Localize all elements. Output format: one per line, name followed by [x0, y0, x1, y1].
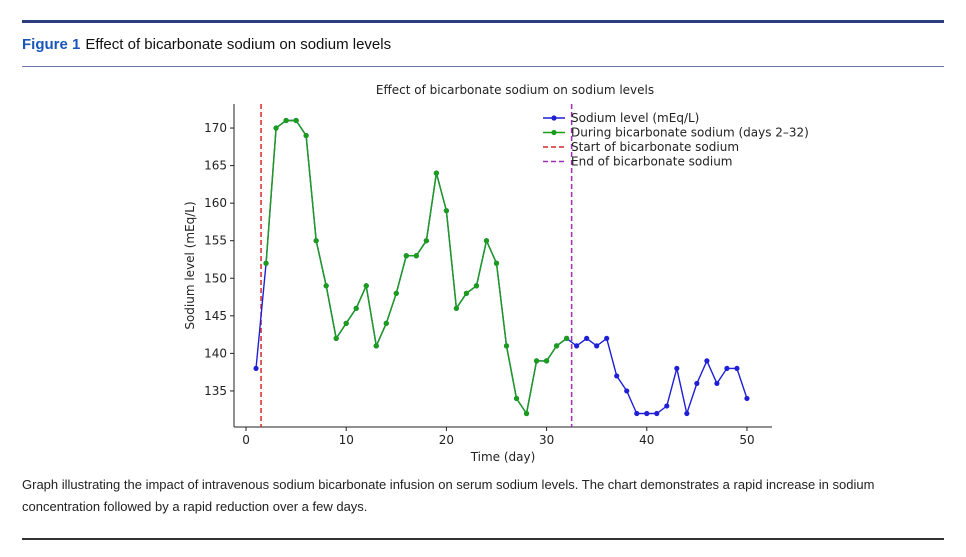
- figure-label: Figure 1: [22, 36, 81, 53]
- series-2-point: [273, 125, 279, 131]
- legend-label-series-2: During bicarbonate sodium (days 2–32): [571, 126, 809, 140]
- series-1-point: [684, 410, 690, 417]
- series-2-point: [503, 343, 510, 349]
- heading-rule: [22, 66, 944, 67]
- series-1-point: [744, 395, 750, 402]
- series-2-point: [333, 335, 339, 341]
- figure-title: Effect of bicarbonate sodium on sodium l…: [85, 36, 392, 53]
- series-2-point: [423, 238, 429, 244]
- series-1-point: [594, 343, 600, 349]
- top-rule: [22, 20, 944, 23]
- series-2-point: [343, 320, 349, 326]
- legend-marker-series-2: [551, 129, 557, 136]
- y-tick-label: 160: [204, 196, 227, 210]
- series-1-point: [724, 365, 730, 372]
- series-1-point: [704, 358, 710, 364]
- series-2-point: [313, 238, 319, 244]
- series-2-point: [463, 290, 470, 296]
- series-2-point: [473, 283, 480, 289]
- y-tick-label: 165: [204, 159, 227, 173]
- y-tick-label: 140: [204, 346, 227, 360]
- y-tick-label: 145: [204, 309, 227, 323]
- series-1-point: [694, 380, 700, 387]
- series-2-point: [443, 208, 449, 214]
- series-2-point: [433, 170, 439, 176]
- y-tick-label: 135: [204, 384, 227, 398]
- series-2-point: [383, 320, 389, 326]
- x-tick-label: 0: [242, 433, 250, 447]
- series-2-point: [283, 117, 289, 124]
- bottom-rule: [22, 538, 944, 540]
- series-2-point: [363, 283, 369, 289]
- series-2-point: [453, 305, 460, 311]
- series-2-point: [373, 343, 379, 349]
- series-1-point: [634, 410, 640, 417]
- x-tick-label: 30: [539, 433, 554, 447]
- y-axis-label: Sodium level (mEq/L): [183, 201, 197, 329]
- series-1-point: [614, 373, 620, 379]
- series-2-point: [323, 283, 329, 289]
- y-tick-label: 155: [204, 234, 227, 248]
- series-2-point: [403, 253, 409, 259]
- series-1-point: [584, 335, 590, 341]
- series-2-point: [263, 260, 269, 266]
- chart: Effect of bicarbonate sodium on sodium l…: [183, 83, 809, 464]
- series-2-point: [553, 343, 560, 349]
- series-2-point: [533, 358, 540, 364]
- series-1-point: [574, 343, 580, 349]
- series-1-point: [644, 410, 650, 417]
- x-tick-label: 40: [639, 433, 654, 447]
- series-2-point: [393, 290, 399, 296]
- legend-label-end: End of bicarbonate sodium: [571, 155, 733, 169]
- series-1-point: [253, 365, 259, 372]
- series-2-point: [513, 395, 520, 402]
- figure-heading: Figure 1 Effect of bicarbonate sodium on …: [22, 36, 391, 53]
- series-1-point: [714, 380, 720, 387]
- figure-caption: Graph illustrating the impact of intrave…: [22, 477, 875, 514]
- series-1-point: [674, 365, 680, 372]
- series-1-point: [624, 388, 630, 394]
- x-axis-label: Time (day): [470, 450, 536, 464]
- series-2-point: [564, 335, 570, 341]
- series-1-point: [604, 335, 610, 341]
- series-1-point: [664, 403, 670, 409]
- series-1-point: [734, 365, 740, 372]
- x-tick-label: 20: [439, 433, 454, 447]
- x-tick-label: 50: [739, 433, 754, 447]
- x-tick-label: 10: [339, 433, 354, 447]
- series-2-point: [493, 260, 500, 266]
- series-2-point: [543, 358, 550, 364]
- series-2-point: [293, 117, 299, 124]
- series-2-point: [413, 253, 419, 259]
- series-2-point: [353, 305, 359, 311]
- legend-marker-series-1: [551, 115, 557, 121]
- y-tick-label: 150: [204, 271, 227, 285]
- series-1-point: [654, 410, 660, 417]
- series-2-point: [483, 238, 490, 244]
- series-line-2: [265, 119, 568, 416]
- y-tick-label: 170: [204, 121, 227, 135]
- legend-label-series-1: Sodium level (mEq/L): [571, 111, 699, 125]
- chart-title: Effect of bicarbonate sodium on sodium l…: [376, 83, 654, 97]
- series-2-point: [523, 410, 530, 417]
- series-2-point: [303, 132, 309, 139]
- legend-label-start: Start of bicarbonate sodium: [571, 140, 739, 154]
